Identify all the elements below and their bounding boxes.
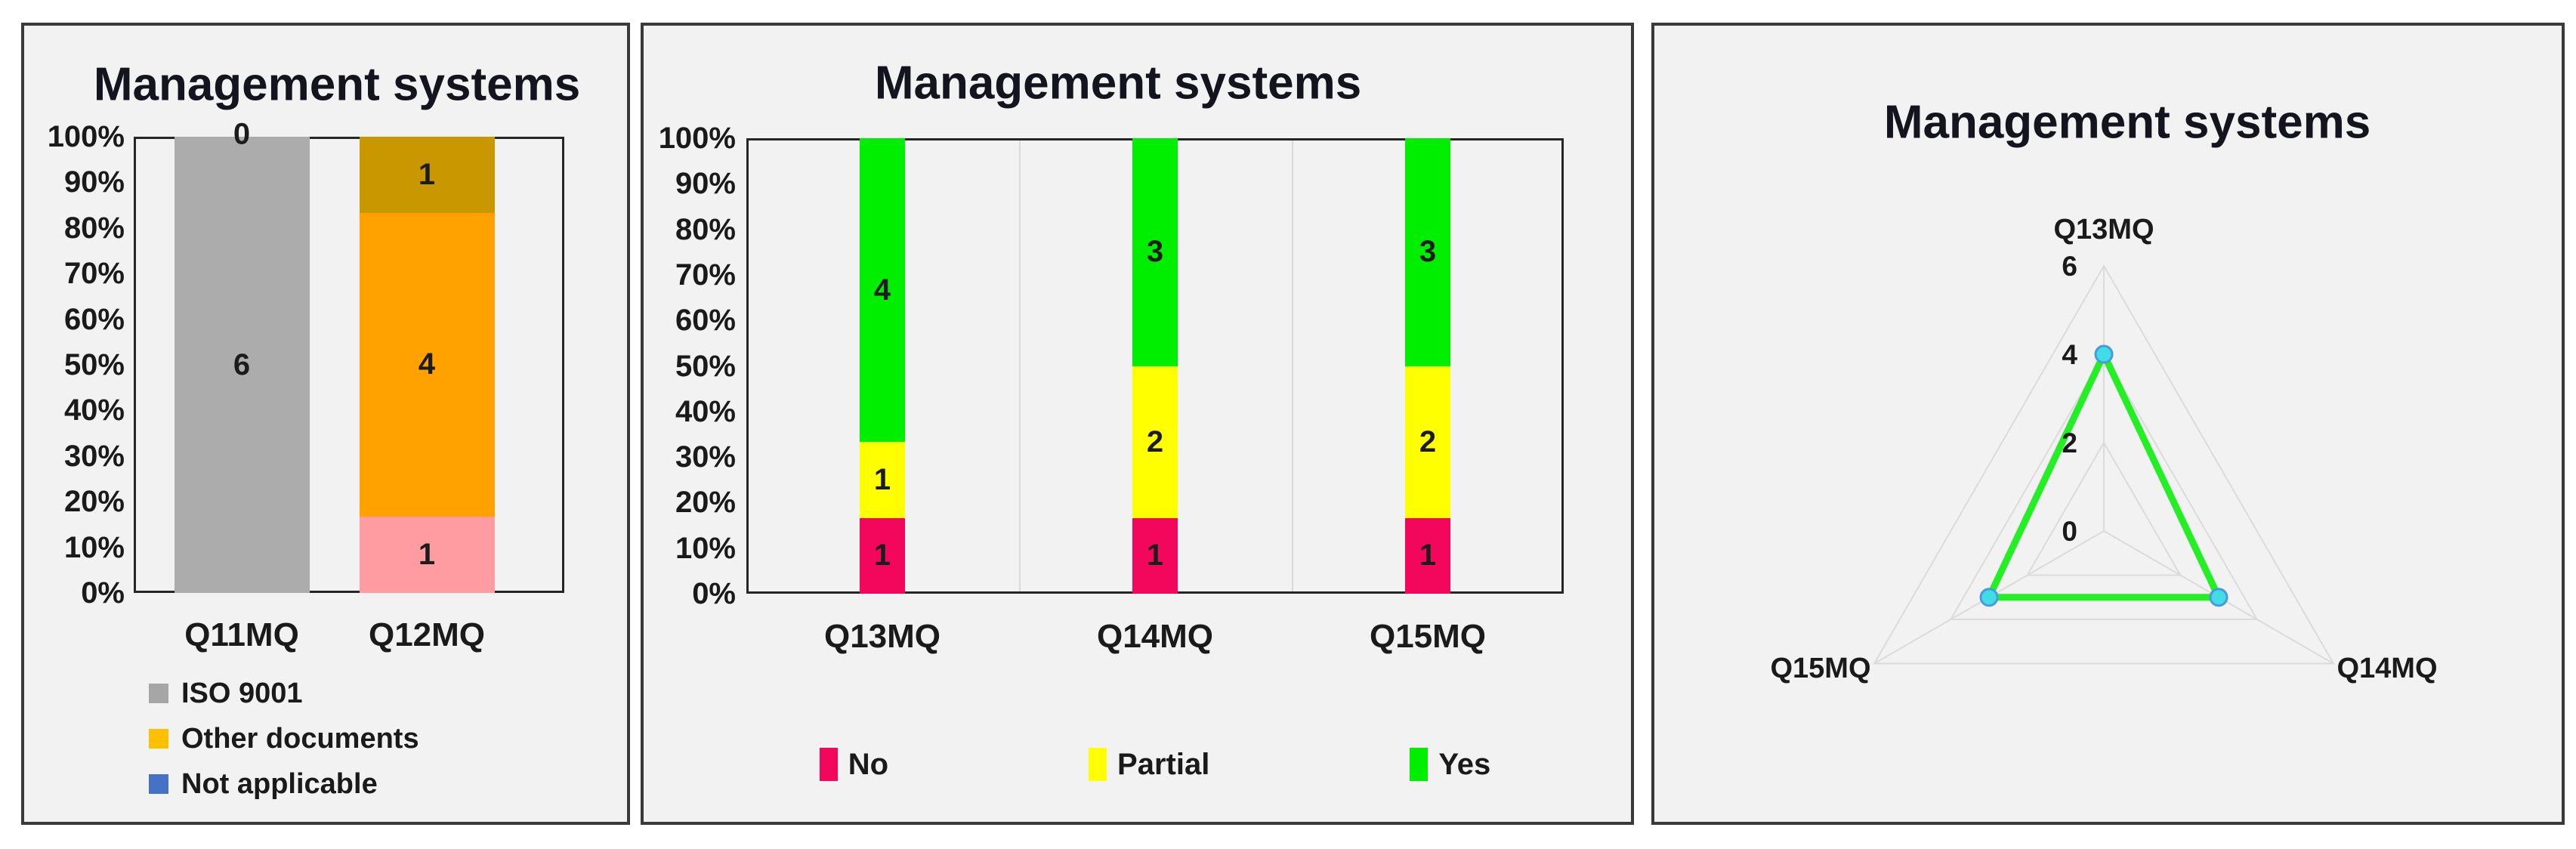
bar-segment-value-label: 4 bbox=[873, 273, 891, 307]
bar-segment: 1 bbox=[860, 517, 905, 594]
y-axis-tick-label: 40% bbox=[675, 394, 736, 428]
legend-swatch bbox=[1410, 748, 1429, 781]
radar-chart: 6 4 2 0 Q13MQ Q14MQ Q15MQ bbox=[1770, 214, 2437, 684]
y-axis-tick-label: 80% bbox=[675, 212, 736, 246]
legend-item: Partial bbox=[1089, 748, 1209, 782]
y-axis-tick-label: 10% bbox=[63, 530, 125, 564]
legend-label: Other documents bbox=[181, 722, 419, 755]
bar-segment-value-label: 1 bbox=[1419, 539, 1437, 573]
bar-segment: 1 bbox=[1405, 517, 1450, 594]
bar-segment: 1 bbox=[1132, 517, 1178, 594]
band-separator-gridline bbox=[1292, 140, 1293, 591]
legend-label: Not applicable bbox=[181, 767, 378, 800]
chart-panel-stacked-bar-q11-q12[interactable] bbox=[21, 23, 630, 825]
bar-segment: 1 bbox=[359, 517, 495, 593]
y-axis-tick-label: 30% bbox=[63, 439, 125, 473]
legend-item: Not applicable bbox=[149, 766, 378, 802]
bar-segment: 1 bbox=[860, 442, 905, 518]
radar-category-label: Q14MQ bbox=[2337, 653, 2437, 684]
radar-data-point bbox=[2094, 344, 2114, 364]
chart1-title: Management systems bbox=[93, 58, 581, 111]
chart-panel-radar[interactable] bbox=[1651, 23, 2565, 825]
y-axis-tick-label: 10% bbox=[675, 531, 736, 565]
radar-ring bbox=[1949, 352, 2259, 620]
legend-swatch bbox=[149, 684, 168, 703]
bar-segment: 2 bbox=[1132, 366, 1178, 518]
bar-segment: 2 bbox=[1405, 366, 1450, 518]
legend-swatch bbox=[1089, 748, 1107, 781]
y-axis-tick-label: 20% bbox=[63, 485, 125, 519]
y-axis-tick-label: 50% bbox=[63, 348, 125, 381]
radar-data-point bbox=[1979, 588, 1999, 607]
y-axis-tick-label: 100% bbox=[658, 122, 736, 155]
y-axis-tick-label: 90% bbox=[675, 167, 736, 201]
radar-axis-tick-label: 6 bbox=[2062, 251, 2077, 282]
bar-segment: 1 bbox=[359, 137, 495, 213]
bar-segment-value-label: 2 bbox=[1146, 424, 1164, 458]
bar-segment-value-label: 6 bbox=[233, 347, 251, 381]
bar-segment-value-label: 1 bbox=[1146, 539, 1164, 573]
legend-item: Other documents bbox=[149, 721, 419, 757]
legend-label: Yes bbox=[1438, 747, 1491, 781]
x-axis-category-label: Q15MQ bbox=[1369, 618, 1487, 655]
y-axis-tick-label: 60% bbox=[675, 304, 736, 338]
bar-segment: 3 bbox=[1132, 138, 1178, 366]
bar-segment: 6 bbox=[174, 137, 310, 593]
legend-label: Partial bbox=[1117, 747, 1210, 781]
bar-segment-value-label: 4 bbox=[418, 347, 436, 381]
radar-axis-tick-label: 4 bbox=[2062, 339, 2077, 370]
bar-segment-value-label: 3 bbox=[1419, 235, 1437, 269]
y-axis-tick-label: 0% bbox=[692, 577, 736, 610]
bar-segment-value-label: 1 bbox=[418, 157, 436, 191]
legend-label: ISO 9001 bbox=[181, 677, 303, 709]
y-axis-tick-label: 20% bbox=[675, 486, 736, 520]
bar-segment-value-label: 2 bbox=[1419, 424, 1437, 458]
bar-segment: 4 bbox=[860, 138, 905, 442]
plot-area-border bbox=[134, 137, 564, 593]
radar-ring bbox=[1873, 264, 2335, 665]
legend-swatch bbox=[819, 748, 838, 781]
y-axis-tick-label: 70% bbox=[675, 258, 736, 292]
band-separator-gridline bbox=[1019, 140, 1021, 591]
chart3-title: Management systems bbox=[1883, 96, 2371, 149]
bar-segment-value-label: 1 bbox=[418, 538, 436, 572]
y-axis-tick-label: 100% bbox=[47, 120, 125, 153]
legend-swatch bbox=[149, 729, 168, 749]
legend-label: No bbox=[848, 747, 889, 781]
bar-outside-value-label: 0 bbox=[233, 117, 251, 151]
legend-item: No bbox=[819, 747, 889, 782]
x-axis-category-label: Q14MQ bbox=[1096, 618, 1214, 655]
bar-segment: 3 bbox=[1405, 138, 1450, 366]
chart2-legend: No Partial Yes bbox=[746, 742, 1564, 787]
radar-category-label: Q13MQ bbox=[2053, 214, 2154, 245]
x-axis-category-label: Q12MQ bbox=[368, 616, 486, 653]
x-axis-category-label: Q13MQ bbox=[823, 618, 941, 655]
radar-data-point bbox=[2209, 588, 2229, 607]
bar-segment: 4 bbox=[359, 212, 495, 517]
bar-segment-value-label: 1 bbox=[873, 462, 891, 496]
y-axis-tick-label: 60% bbox=[63, 302, 125, 336]
radar-category-label: Q15MQ bbox=[1770, 653, 1870, 684]
radar-data-line bbox=[1985, 350, 2222, 601]
radar-axis-tick-label: 2 bbox=[2062, 428, 2077, 458]
y-axis-tick-label: 30% bbox=[675, 440, 736, 474]
legend-item: ISO 9001 bbox=[149, 675, 303, 712]
y-axis-tick-label: 90% bbox=[63, 165, 125, 199]
y-axis-tick-label: 80% bbox=[63, 211, 125, 245]
legend-swatch bbox=[149, 774, 168, 794]
y-axis-tick-label: 70% bbox=[63, 257, 125, 291]
radar-ring bbox=[2025, 440, 2182, 576]
y-axis-tick-label: 0% bbox=[81, 576, 125, 610]
x-axis-category-label: Q11MQ bbox=[184, 616, 299, 653]
chart2-title: Management systems bbox=[874, 57, 1362, 110]
bar-segment-value-label: 3 bbox=[1146, 235, 1164, 269]
legend-item: Yes bbox=[1410, 748, 1490, 782]
bar-segment-value-label: 1 bbox=[873, 539, 891, 573]
y-axis-tick-label: 50% bbox=[675, 349, 736, 383]
radar-axis-tick-label: 0 bbox=[2062, 516, 2077, 547]
y-axis-tick-label: 40% bbox=[63, 394, 125, 428]
